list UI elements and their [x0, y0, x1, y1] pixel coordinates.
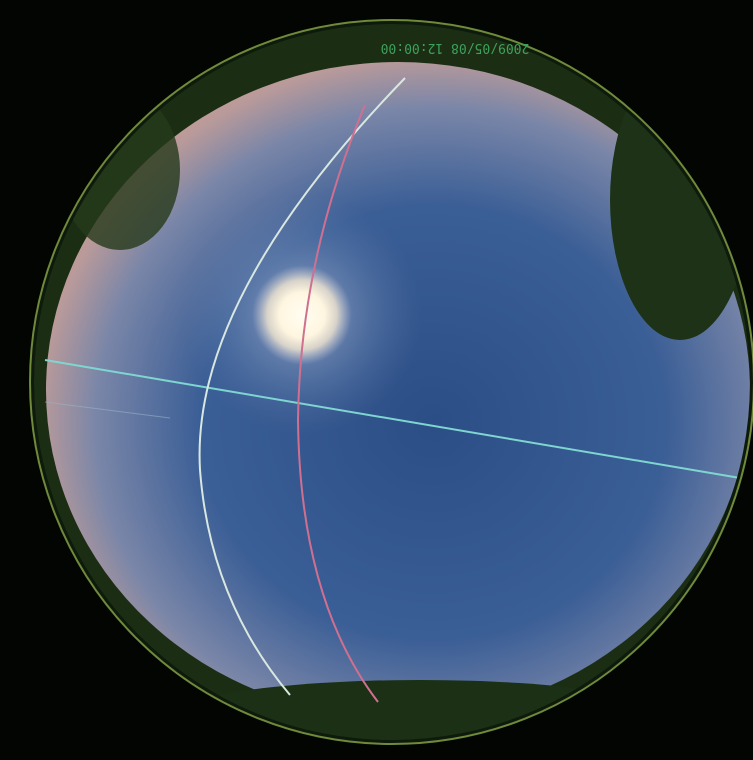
timestamp: 2009/05/08 12:00:00: [381, 40, 530, 55]
pink-arc: [296, 104, 379, 703]
faint-line: [44, 401, 171, 419]
white-arc: [198, 77, 406, 696]
tree-bottom: [160, 680, 680, 740]
horizon-line: [44, 359, 741, 479]
sun: [252, 265, 352, 365]
